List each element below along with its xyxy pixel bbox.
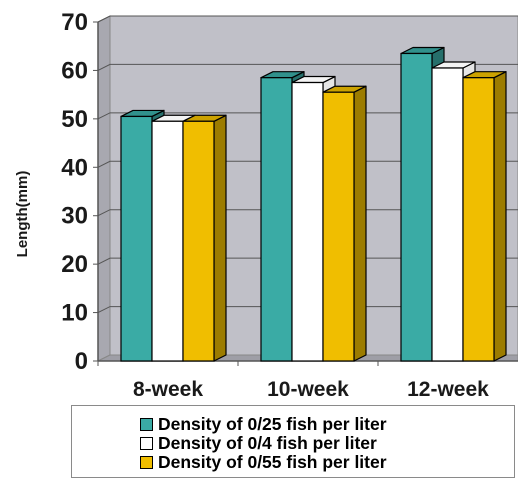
legend: Density of 0/25 fish per liter Density o…	[71, 405, 515, 478]
bar-front	[462, 77, 495, 362]
legend-item-series-1: Density of 0/25 fish per liter	[140, 414, 387, 434]
bar-front	[400, 52, 433, 362]
gridline	[97, 209, 518, 217]
bar	[322, 85, 367, 362]
bar	[182, 114, 227, 362]
bar-front	[182, 120, 215, 362]
bar-front	[120, 115, 153, 362]
bar-front	[151, 120, 184, 362]
gridline	[97, 112, 518, 120]
legend-item-series-3: Density of 0/55 fish per liter	[140, 452, 387, 472]
legend-label-series-2: Density of 0/4 fish per liter	[158, 432, 377, 453]
gridline	[97, 63, 518, 71]
legend-label-series-1: Density of 0/25 fish per liter	[158, 413, 387, 434]
y-ticks: 0 10 20 30 40 50 60 70	[61, 9, 98, 375]
bar-front	[260, 77, 293, 362]
x-tick-label: 8-week	[133, 378, 203, 401]
y-tick-label: 40	[61, 154, 88, 181]
legend-swatch-series-2	[140, 436, 153, 450]
bar-front	[431, 67, 464, 362]
legend-label-series-3: Density of 0/55 fish per liter	[158, 451, 387, 472]
bar-front	[322, 91, 355, 362]
y-tick-label: 60	[61, 57, 88, 84]
y-tick-label: 30	[61, 203, 88, 230]
y-tick-label: 70	[61, 9, 88, 36]
bar-side	[353, 85, 367, 362]
y-tick-label: 50	[61, 106, 88, 133]
y-tick-label: 0	[75, 348, 88, 375]
x-tick-label: 12-week	[407, 378, 489, 401]
gridline	[97, 257, 518, 265]
gridline	[97, 306, 518, 314]
gridlines	[97, 15, 518, 314]
bar	[462, 71, 507, 362]
bar-side	[213, 114, 227, 362]
legend-swatch-series-3	[140, 455, 153, 469]
bar-front	[291, 81, 324, 362]
gridline	[97, 15, 518, 23]
bar-chart: 0 10 20 30 40 50 60 70 8-week 10-week 12-week Len…	[14, 9, 518, 401]
x-tick-labels: 8-week 10-week 12-week	[97, 361, 489, 401]
legend-item-series-2: Density of 0/4 fish per liter	[140, 433, 377, 453]
y-tick-label: 20	[61, 251, 88, 278]
x-tick-label: 10-week	[267, 378, 349, 401]
bar-side	[493, 71, 507, 362]
gridline	[97, 160, 518, 168]
legend-swatch-series-1	[140, 417, 153, 431]
y-axis-title: Length(mm)	[14, 171, 31, 258]
y-tick-label: 10	[61, 300, 88, 327]
bars	[120, 46, 507, 362]
